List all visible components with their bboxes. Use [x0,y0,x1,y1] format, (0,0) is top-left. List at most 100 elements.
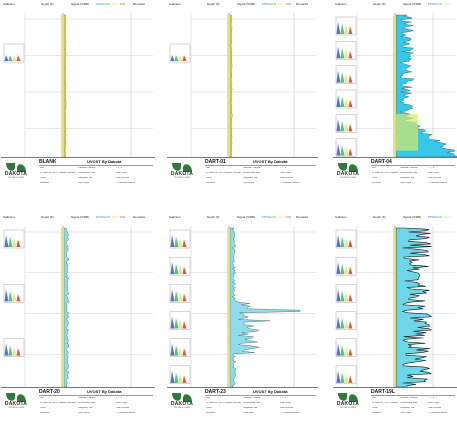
info-cell: N. Water St. WOP Peoples Unsaturated Fil… [40,172,76,174]
logo-wordmark: DAKOTA [4,401,28,407]
waveform-peak [344,25,349,34]
waveform-peak [336,22,341,34]
info-cell: N. Water St. WOP Peoples Unsaturated Fil… [372,402,398,404]
waveform-peak [170,262,175,275]
waveform-peak [340,120,345,132]
logo-wordmark: DAKOTA [170,401,194,407]
info-cell: 7' 1" ft [428,397,435,399]
waveform-peak [174,236,179,247]
info-cell: Unsaturated: N/A [243,402,260,404]
legend-tag: AFD [436,215,442,219]
info-cell: T. Peterdale LASER [116,412,136,414]
info-cell: Client [206,407,212,409]
header-label-depth: Depth (ft) [373,215,386,219]
waveform-peak [182,375,187,383]
info-cell: T. Peterdale LASER [280,412,300,414]
info-cell: Total Depth [78,182,90,184]
waveform-peak [340,290,345,302]
signal-curve [63,14,67,158]
waveform-peak [16,239,21,247]
legend-tag: AFD [270,2,276,6]
waveform-peak [344,49,349,59]
header-label-signal: Signal (%RB) [71,215,90,219]
info-cell: T. Peterdale LASER [428,182,448,184]
info-cell: Longitude: N/A [243,177,258,179]
info-cell: Site [40,167,44,169]
header-label-remarks: Remarks [133,2,146,6]
waveform-peak [178,265,183,275]
header-label-gallcium: Gallcium [3,2,15,6]
baseline-strip [393,15,396,157]
waveform-peak [182,266,187,275]
waveform-peak [178,346,183,356]
logo-subtitle: TECHNOLOGIES [8,177,24,179]
well-name: DART-23 [205,389,226,395]
info-cell: Client [40,407,46,409]
waveform-peak [340,96,345,107]
waveform-peak [174,318,179,329]
info-cell: Longitude: N/A [243,407,258,409]
waveform-peak [340,318,345,329]
waveform-peak [174,55,179,61]
well-name: BLANK [39,159,57,165]
waveform-peak [348,348,353,356]
waveform-peak [4,55,9,61]
waveform-peak [344,319,349,329]
legend-tag: GEO [278,2,285,6]
dakota-logo [169,161,195,185]
header-label-signal: Signal (%RB) [237,215,256,219]
legend-tag: GEO [112,2,119,6]
logo-subtitle: TECHNOLOGIES [8,407,24,409]
legend-tag: FTOC [96,215,105,219]
header-label-gallcium: Gallcium [169,215,181,219]
info-cell: Client [206,177,212,179]
info-cell: Longitude: N/A [400,407,415,409]
waveform-peak [348,123,353,132]
waveform-peak [12,346,17,356]
info-cell: Lattitude: Odrome [400,397,418,399]
info-cell: Floor Depth [280,172,292,174]
header-label-depth: Depth (ft) [41,215,54,219]
waveform-peak [348,99,353,107]
service-name: UVOST By Dakota [87,389,122,394]
logo-wordmark: DAKOTA [4,171,28,177]
info-cell: Total Depth [243,182,255,184]
waveform-peak [344,238,349,247]
info-cell: 7' 1" ft [280,167,287,169]
info-cell: Ecoumbs [206,412,216,414]
waveform-peak [178,55,183,61]
waveform-peak [178,292,183,302]
info-cell: Floor Depth [428,172,440,174]
waveform-peak [8,345,13,356]
waveform-peak [348,293,353,302]
header-label-gallcium: Gallcium [335,2,347,6]
waveform-peak [344,98,349,107]
waveform-peak [348,266,353,275]
info-cell: N. Water St. WOP Peoples Unsaturated Fil… [372,172,398,174]
waveform-peak [8,55,13,61]
info-cell: Lattitude: Odrome [243,167,261,169]
waveform-peak [340,372,345,383]
legend-tag: FTOC [428,215,437,219]
waveform-peak [12,238,17,247]
baseline-strip [227,228,230,387]
info-cell: Date of Exam [280,177,294,179]
report-footer: DAKOTA TECHNOLOGIES BLANK UVOST By Dakota Si… [1,157,155,188]
baseline-strip [393,228,396,387]
waveform-peak [336,370,341,383]
waveform-peak [348,239,353,247]
waveform-peak [340,47,345,59]
service-name: UVOST By Dakota [253,159,288,164]
info-cell: Date of Exam [116,407,130,409]
logo-wordmark: DAKOTA [170,171,194,177]
well-name: DART-20 [39,389,60,395]
info-cell: Site [206,397,210,399]
info-cell: Date of Exam [116,177,130,179]
waveform-peak [182,348,187,356]
